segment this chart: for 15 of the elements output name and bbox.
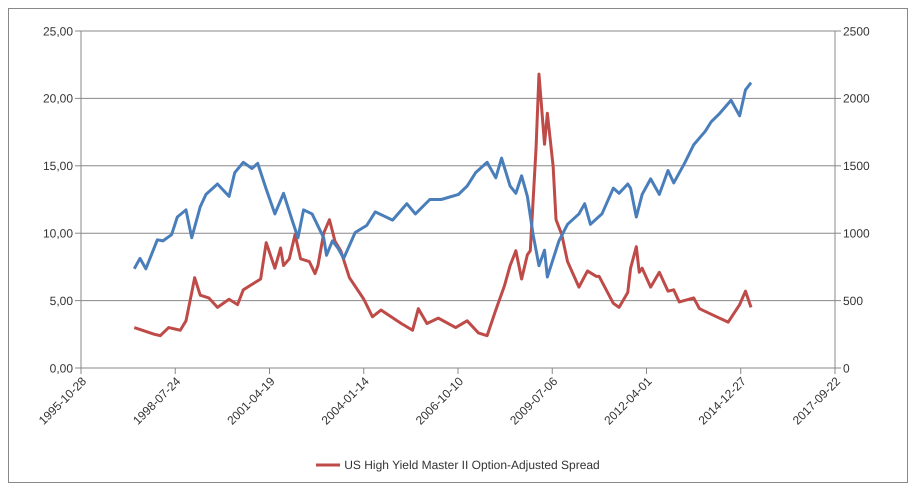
y2-tick-label: 1500 [843,159,870,174]
y-tick-label: 20,00 [42,92,74,106]
y-tick-label: 0,00 [50,361,74,376]
y2-tick-label: 500 [843,294,864,308]
y2-tick-label: 2000 [843,92,870,106]
line-series [132,81,753,279]
y2-tick-label: 1000 [843,226,870,240]
legend-label: US High Yield Master II Option-Adjusted Spread [344,458,600,472]
y2-tick-label: 2500 [843,24,870,38]
y2-tick-label: 0 [843,361,850,376]
y-tick-label: 10,00 [42,226,74,240]
line-series [132,72,753,338]
y-tick-label: 5,00 [50,294,74,308]
y-tick-label: 25,00 [42,24,74,38]
y-tick-label: 15,00 [42,159,74,174]
